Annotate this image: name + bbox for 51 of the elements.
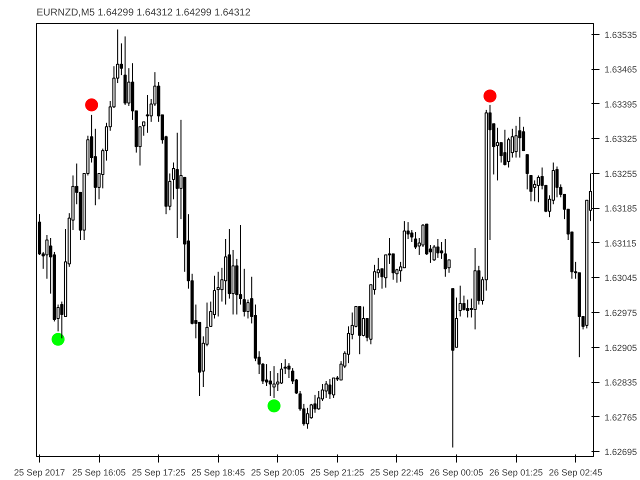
candlestick [518,116,522,158]
y-tick-label: 1.63255 [604,168,638,179]
candlestick [514,125,518,158]
candlestick [306,407,310,430]
x-tick-label: 25 Sep 2017 [14,468,65,478]
x-tick-label: 25 Sep 18:45 [191,468,245,478]
candlestick [458,285,462,317]
x-tick-label: 25 Sep 17:25 [132,468,186,478]
candlestick [496,127,500,181]
candlestick [264,364,268,386]
y-tick-label: 1.63185 [604,204,638,214]
candlestick [146,94,150,134]
x-tick-label: 26 Sep 02:45 [548,468,602,478]
candlestick [444,238,447,278]
y-tick-label: 1.62835 [604,378,638,388]
y-tick-label: 1.62905 [604,342,638,353]
x-tick-label: 26 Sep 01:25 [489,468,543,478]
y-tick-label: 1.63115 [604,238,636,248]
x-tick-label: 25 Sep 22:45 [370,468,424,478]
chart-title: EURNZD,M5 1.64299 1.64312 1.64299 1.64312 [36,8,251,18]
y-tick-label: 1.62765 [604,412,638,422]
x-tick-label: 25 Sep 20:05 [250,468,305,478]
candlestick [328,378,332,400]
candlestick [324,380,328,398]
candlestick [362,306,366,337]
y-tick-label: 1.63465 [604,64,638,75]
candlestick [246,299,250,319]
candlestick [536,174,540,203]
candlestick [466,299,470,318]
point [85,98,98,112]
y-tick-label: 1.63325 [604,134,638,144]
candlestick [224,238,228,306]
candlestick [436,238,440,258]
point [483,90,496,102]
y-tick-label: 1.62975 [604,308,638,318]
x-tick-label: 25 Sep 16:05 [72,468,126,478]
candlestick [272,366,276,398]
candlestick [216,271,220,317]
y-tick-label: 1.63535 [604,30,638,40]
candlestick [503,129,507,166]
x-tick-label: 25 Sep 21:25 [310,468,364,478]
candlestick [526,154,529,190]
candlestick [332,378,336,398]
y-tick-label: 1.63395 [604,99,638,110]
y-tick-label: 1.62695 [604,447,638,458]
point [268,399,281,412]
point [52,332,65,346]
candlestick [414,232,418,250]
candlestick [529,174,533,202]
x-tick-label: 26 Sep 00:05 [430,468,484,478]
y-tick-label: 1.63045 [604,273,638,284]
